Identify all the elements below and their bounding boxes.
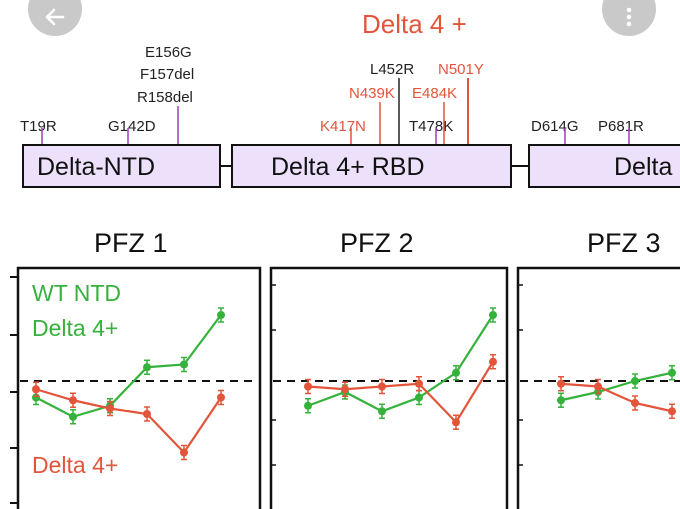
domain-rbd — [231, 144, 512, 188]
data-point — [557, 396, 565, 405]
mutation-label: T19R — [20, 118, 57, 135]
domain-label: Delta — [614, 153, 672, 181]
panel-title: PFZ 2 — [340, 228, 414, 258]
data-point — [415, 393, 423, 402]
domain-bar — [22, 144, 680, 188]
mutation-label: E156G — [145, 44, 192, 61]
data-point — [452, 368, 460, 377]
mutation-label: N439K — [349, 85, 395, 102]
data-point — [304, 401, 312, 410]
data-point — [489, 311, 497, 319]
data-point — [452, 418, 460, 427]
data-point — [143, 363, 151, 372]
mutation-ticks — [41, 78, 630, 145]
mutation-label: L452R — [370, 61, 414, 78]
panel-frame — [516, 266, 680, 509]
data-point — [32, 385, 40, 394]
series-line — [307, 314, 494, 413]
data-point — [180, 360, 188, 369]
panel-title: PFZ 3 — [587, 228, 661, 258]
data-point — [415, 379, 423, 388]
data-point — [631, 377, 639, 385]
domain-delta — [528, 144, 680, 188]
series-line — [560, 382, 673, 413]
domain-label: Delta-NTD — [37, 153, 155, 181]
data-point — [304, 382, 312, 391]
data-point — [378, 382, 386, 391]
data-point — [143, 410, 151, 418]
data-point — [69, 412, 77, 421]
data-point — [594, 382, 602, 391]
data-point — [217, 311, 225, 319]
arrow-left-icon — [45, 8, 65, 26]
data-point — [489, 357, 497, 366]
data-point — [378, 407, 386, 416]
series-line — [35, 314, 222, 418]
mutation-label: D614G — [531, 118, 579, 135]
mutation-label: T478K — [409, 118, 453, 135]
data-point — [557, 379, 565, 388]
data-point — [106, 404, 114, 413]
legend-delta4-red: Delta 4+ — [32, 452, 118, 478]
panel-title: PFZ 1 — [94, 228, 168, 258]
data-point — [69, 396, 77, 405]
more-vertical-icon — [626, 7, 632, 27]
legend-wt-ntd: WT NTD — [32, 280, 121, 306]
mutation-label: K417N — [320, 118, 366, 135]
mutation-label: G142D — [108, 118, 156, 135]
domain-label: Delta 4+ RBD — [271, 153, 425, 181]
domain-ntd — [22, 144, 221, 188]
series-line — [560, 371, 673, 402]
data-point — [217, 393, 225, 402]
series-line — [35, 388, 222, 455]
inner-ticks — [271, 284, 523, 466]
mutation-label: F157del — [140, 66, 194, 83]
data-point — [668, 407, 676, 416]
mutation-label: E484K — [412, 85, 457, 102]
panel-frame — [269, 266, 509, 509]
data-point — [341, 385, 349, 394]
data-point — [668, 368, 676, 377]
legend-delta4-green: Delta 4+ — [32, 315, 118, 341]
mutation-label: R158del — [137, 89, 193, 106]
figure-header: Delta 4 + — [362, 9, 467, 39]
y-axis-ticks — [10, 276, 18, 504]
data-point — [631, 399, 639, 407]
mutation-label: N501Y — [438, 61, 484, 78]
series-line — [307, 361, 494, 425]
data-point — [180, 448, 188, 457]
plot-layer — [20, 307, 680, 461]
mutation-label: P681R — [598, 118, 644, 135]
